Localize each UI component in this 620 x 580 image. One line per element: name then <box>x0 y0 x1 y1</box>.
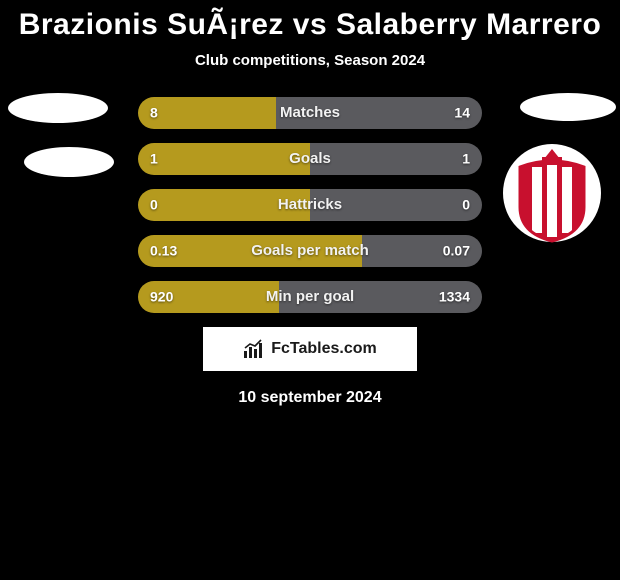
stat-value-right: 14 <box>454 105 470 121</box>
stat-value-left: 0.13 <box>150 243 177 259</box>
stat-bar: 0 0 Hattricks <box>138 189 482 221</box>
stat-bar-fill-left <box>138 97 276 129</box>
brand-text: FcTables.com <box>271 340 377 358</box>
stat-bar: 0.13 0.07 Goals per match <box>138 235 482 267</box>
club-crest-right <box>502 143 602 243</box>
stat-label: Goals <box>289 150 331 167</box>
stat-value-right: 0.07 <box>443 243 470 259</box>
stat-bar: 1 1 Goals <box>138 143 482 175</box>
brand-footer[interactable]: FcTables.com <box>203 327 417 371</box>
stat-value-left: 1 <box>150 151 158 167</box>
comparison-date: 10 september 2024 <box>0 389 620 407</box>
stat-bar-fill-right <box>310 143 482 175</box>
stat-value-left: 0 <box>150 197 158 213</box>
stat-label: Hattricks <box>278 196 342 213</box>
stat-value-right: 1 <box>462 151 470 167</box>
club-crest-icon <box>502 143 602 243</box>
stat-bar: 8 14 Matches <box>138 97 482 129</box>
stat-bar: 920 1334 Min per goal <box>138 281 482 313</box>
stat-value-right: 1334 <box>439 289 470 305</box>
stat-bar-fill-left <box>138 143 310 175</box>
stat-value-right: 0 <box>462 197 470 213</box>
stat-value-left: 8 <box>150 105 158 121</box>
stat-label: Matches <box>280 104 340 121</box>
page-subtitle: Club competitions, Season 2024 <box>0 52 620 69</box>
stat-label: Goals per match <box>251 242 369 259</box>
player-left-photo-placeholder-2 <box>24 147 114 177</box>
player-right-photo-placeholder <box>520 93 616 121</box>
stats-area: 8 14 Matches 1 1 Goals 0 0 Hattricks 0.13 0.07 Goal… <box>0 97 620 407</box>
stat-value-left: 920 <box>150 289 173 305</box>
page-title: Brazionis SuÃ¡rez vs Salaberry Marrero <box>0 8 620 42</box>
stat-label: Min per goal <box>266 288 354 305</box>
comparison-card: Brazionis SuÃ¡rez vs Salaberry Marrero C… <box>0 0 620 407</box>
brand-chart-icon <box>243 339 265 359</box>
player-left-photo-placeholder-1 <box>8 93 108 123</box>
